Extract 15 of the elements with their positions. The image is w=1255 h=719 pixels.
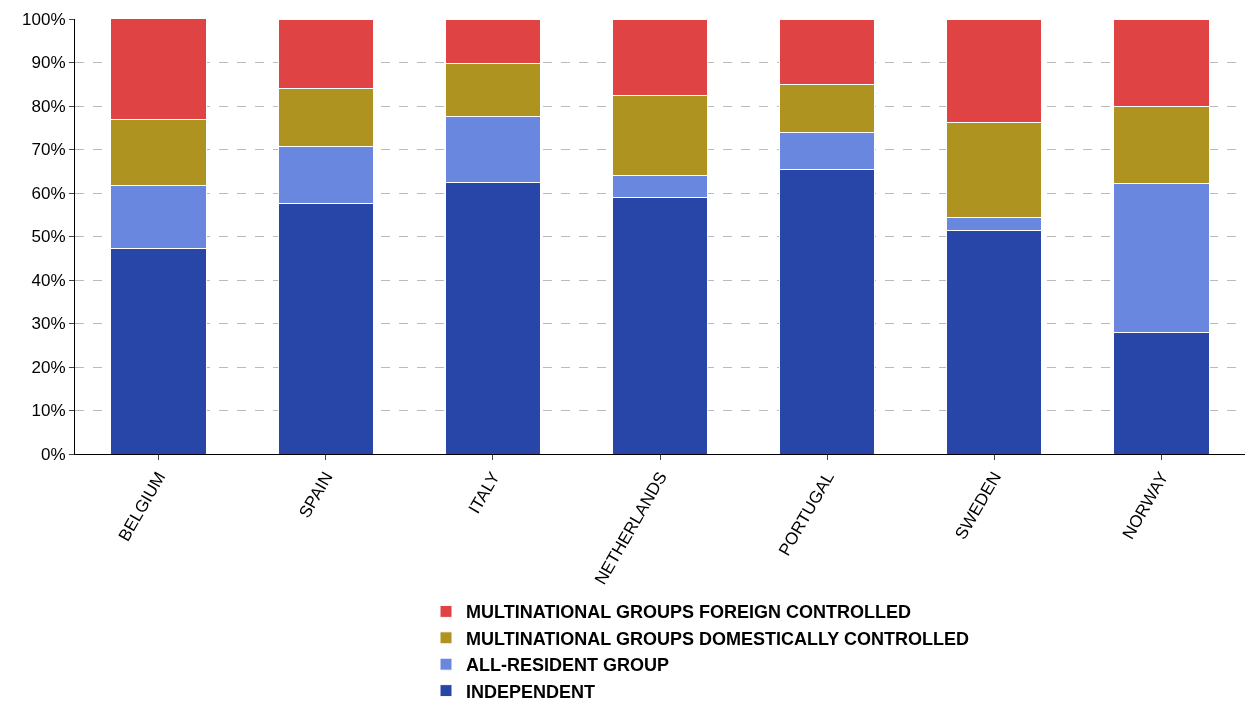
- y-tick-label: 30%: [31, 314, 66, 334]
- y-tick-label: 60%: [31, 183, 66, 203]
- y-tick-label: 100%: [22, 9, 66, 29]
- y-tick-label: 50%: [31, 227, 66, 247]
- y-tick-label: 10%: [31, 401, 66, 421]
- legend-label: MULTINATIONAL GROUPS DOMESTICALLY CONTROLLED: [466, 628, 969, 649]
- y-tick-label: 20%: [31, 357, 66, 377]
- y-tick-label: 70%: [31, 140, 66, 160]
- legend-label: INDEPENDENT: [466, 681, 596, 702]
- y-tick-label: 40%: [31, 270, 66, 290]
- legend-label: MULTINATIONAL GROUPS FOREIGN CONTROLLED: [466, 602, 911, 623]
- legend-label: ALL-RESIDENT GROUP: [466, 655, 670, 676]
- y-tick-label: 80%: [31, 96, 66, 116]
- y-tick-label: 0%: [41, 444, 66, 464]
- y-tick-label: 90%: [31, 53, 66, 73]
